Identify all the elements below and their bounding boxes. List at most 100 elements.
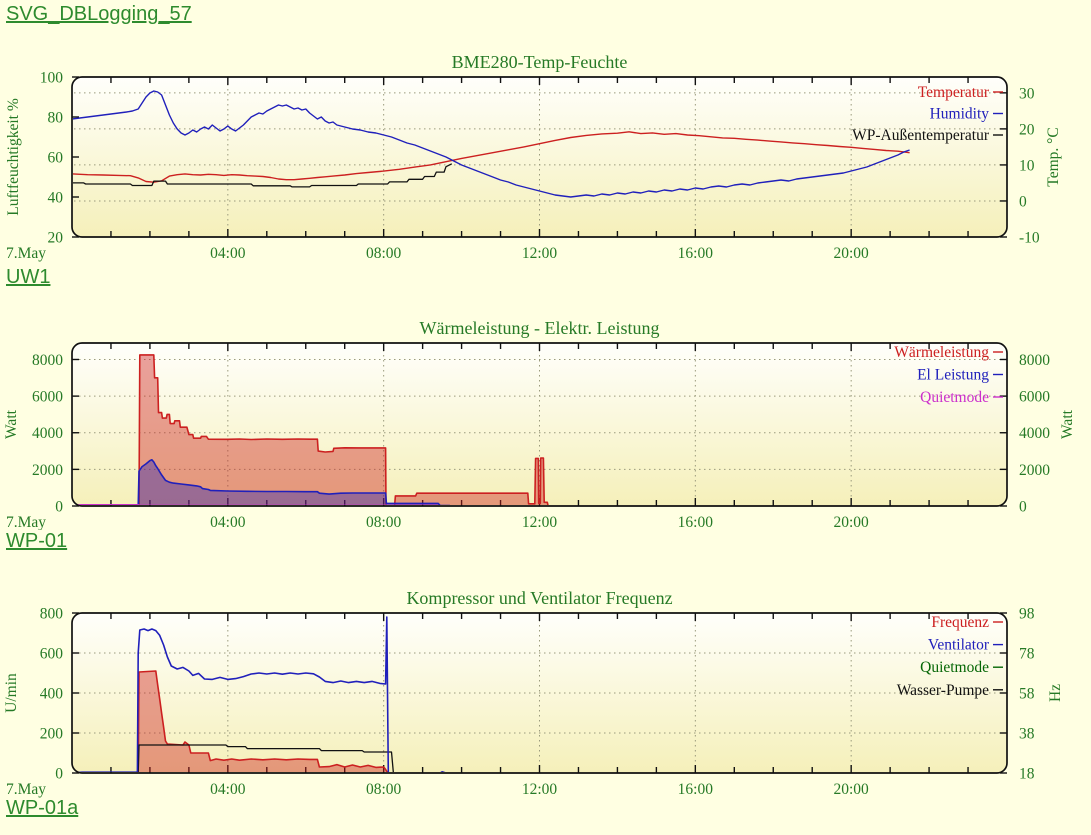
svg-text:20: 20	[48, 230, 64, 247]
svg-text:200: 200	[40, 726, 64, 743]
section-link-wp-01[interactable]: WP-01	[6, 530, 68, 552]
tick-marks	[72, 76, 1007, 238]
legend-label: Quietmode	[920, 389, 989, 406]
svg-text:10: 10	[1019, 157, 1035, 174]
legend: Wärmeleistung El Leistung Quietmode	[894, 344, 1003, 406]
series-line-Ventilator	[73, 616, 447, 772]
svg-text:0: 0	[55, 499, 63, 516]
svg-text:600: 600	[40, 646, 64, 663]
series-line-Frequenz	[73, 670, 389, 772]
svg-text:30: 30	[1019, 85, 1035, 102]
series-line-Waermeleistung	[73, 354, 559, 505]
svg-text:6000: 6000	[32, 389, 63, 406]
svg-text:04:00: 04:00	[210, 514, 246, 530]
svg-text:8000: 8000	[32, 352, 63, 369]
plot-area	[71, 76, 1008, 238]
svg-text:04:00: 04:00	[210, 245, 246, 262]
legend: Temperatur Humidity WP-Außentemperatur	[852, 84, 1003, 144]
svg-text:100: 100	[40, 70, 64, 87]
section-link-wp-01a[interactable]: WP-01a	[6, 797, 79, 819]
svg-text:12:00: 12:00	[522, 514, 558, 530]
x-axis-date-label: 7.May	[6, 781, 46, 798]
chart-waermeleistung-el-leistung: Wärmeleistung - Elektr. Leistung 04:00 08:…	[3, 318, 1076, 530]
series-line-Wasser-Pumpe	[73, 744, 443, 772]
series-line-Humidity	[73, 90, 910, 198]
legend-label: Wasser-Pumpe	[897, 682, 989, 699]
svg-text:400: 400	[40, 686, 64, 703]
series-fill-El Leistung	[73, 459, 450, 505]
series-fill-Frequenz	[73, 671, 388, 772]
svg-text:0: 0	[1019, 193, 1027, 210]
header-link[interactable]: SVG_DBLogging_57	[6, 3, 192, 25]
svg-text:0: 0	[55, 766, 63, 783]
svg-text:16:00: 16:00	[678, 781, 714, 798]
svg-text:20: 20	[1019, 121, 1035, 138]
svg-text:16:00: 16:00	[678, 245, 714, 262]
gridlines	[74, 615, 1005, 771]
svg-text:20:00: 20:00	[834, 245, 870, 262]
series-group	[73, 90, 910, 198]
svg-text:4000: 4000	[32, 425, 63, 442]
svg-text:6000: 6000	[1019, 389, 1050, 406]
axis-labels: 04:00 08:00 12:00 16:00 20:00 7.May 0 200 400 600…	[6, 606, 1035, 799]
series-group	[73, 354, 559, 505]
legend-label: Ventilator	[928, 637, 990, 654]
right-axis-title: Hz	[1047, 684, 1064, 702]
legend: Frequenz Ventilator Quietmode Wasser-Pumpe	[897, 614, 1003, 699]
svg-text:98: 98	[1019, 606, 1035, 623]
svg-text:2000: 2000	[32, 462, 63, 479]
legend-label: Wärmeleistung	[894, 344, 989, 361]
svg-text:80: 80	[48, 110, 64, 127]
svg-text:20:00: 20:00	[834, 514, 870, 530]
legend-label: Humidity	[930, 106, 990, 123]
x-axis-date-label: 7.May	[6, 245, 46, 262]
tick-marks	[72, 343, 1007, 507]
series-line-El Leistung	[73, 459, 450, 505]
svg-text:4000: 4000	[1019, 425, 1050, 442]
legend-label: Frequenz	[931, 614, 989, 631]
left-axis-title: U/min	[3, 673, 20, 713]
right-axis-title: Temp. °C	[1045, 127, 1062, 186]
axis-labels: 04:00 08:00 12:00 16:00 20:007.May2040608010…	[6, 70, 1040, 263]
svg-text:40: 40	[48, 190, 64, 207]
series-line-Temperatur	[73, 131, 910, 183]
svg-text:-10: -10	[1019, 230, 1040, 247]
section-link-uw1[interactable]: UW1	[6, 266, 51, 288]
svg-text:08:00: 08:00	[366, 781, 402, 798]
tick-marks	[72, 612, 1007, 774]
svg-text:08:00: 08:00	[366, 514, 402, 530]
legend-label: WP-Außentemperatur	[852, 127, 990, 144]
svg-text:38: 38	[1019, 726, 1035, 743]
svg-text:08:00: 08:00	[366, 245, 402, 262]
series-line-Quietmode	[73, 503, 439, 505]
series-fill-Waermeleistung	[73, 354, 559, 505]
chart-bme280-temp-feuchte: BME280-Temp-Feuchte 04:00 08:00 12:00 16:00 2…	[5, 52, 1062, 263]
series-line-WP-Aussentemperatur	[73, 163, 453, 188]
legend-label: El Leistung	[917, 367, 989, 384]
svg-text:04:00: 04:00	[210, 781, 246, 798]
svg-text:2000: 2000	[1019, 462, 1050, 479]
svg-text:16:00: 16:00	[678, 514, 714, 530]
svg-text:58: 58	[1019, 686, 1035, 703]
svg-text:12:00: 12:00	[522, 781, 558, 798]
x-axis-date-label: 7.May	[6, 514, 46, 530]
svg-text:8000: 8000	[1019, 352, 1050, 369]
svg-text:20:00: 20:00	[834, 781, 870, 798]
svg-text:800: 800	[40, 606, 64, 623]
svg-text:0: 0	[1019, 499, 1027, 516]
legend-label: Quietmode	[920, 659, 989, 676]
svg-text:18: 18	[1019, 766, 1035, 783]
chart-title: Wärmeleistung - Elektr. Leistung	[420, 318, 660, 338]
series-group	[73, 616, 447, 772]
axis-labels: 04:00 08:00 12:00 16:00 20:00 7.May 0 2000 4000 6…	[6, 352, 1050, 530]
left-axis-title: Watt	[3, 409, 20, 439]
chart-title: BME280-Temp-Feuchte	[452, 52, 628, 72]
gridlines	[74, 345, 1005, 504]
svg-text:78: 78	[1019, 646, 1035, 663]
legend-label: Temperatur	[918, 84, 990, 101]
svg-text:12:00: 12:00	[522, 245, 558, 262]
svg-text:60: 60	[48, 150, 64, 167]
left-axis-title: Luftfeuchtigkeit %	[5, 98, 22, 216]
